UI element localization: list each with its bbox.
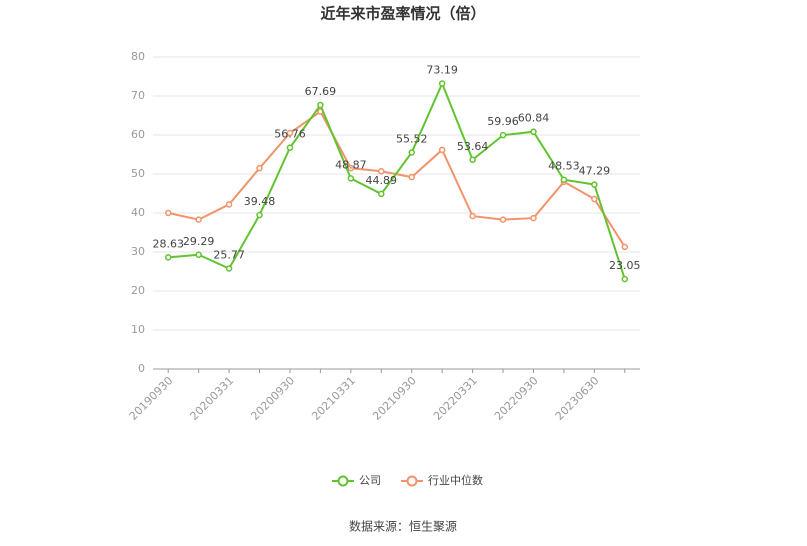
data-label: 25.77 [213, 248, 245, 261]
legend-label: 公司 [359, 474, 381, 487]
y-tick-label: 30 [131, 245, 145, 258]
x-tick-label: 20190930 [127, 374, 176, 423]
point [408, 149, 415, 156]
legend-marker [406, 475, 418, 487]
series-line [168, 80, 626, 280]
data-label: 29.29 [183, 235, 215, 248]
data-label: 48.53 [548, 160, 580, 173]
legend-marker [337, 475, 349, 487]
y-tick-label: 20 [131, 284, 145, 297]
data-label: 53.64 [457, 140, 489, 153]
point [195, 251, 202, 259]
y-tick-label: 50 [131, 167, 145, 180]
x-tick-label: 20200930 [248, 374, 297, 423]
y-tick-label: 60 [131, 128, 145, 141]
point [286, 129, 294, 137]
point [438, 80, 446, 87]
x-tick-label: 20200331 [188, 374, 237, 423]
point [530, 214, 537, 222]
x-tick-label: 20210930 [370, 374, 419, 423]
point [225, 265, 233, 272]
point [225, 201, 233, 208]
point [256, 211, 263, 219]
point [438, 146, 446, 154]
data-label: 55.52 [396, 132, 428, 145]
point [347, 175, 355, 182]
data-label: 60.84 [518, 112, 550, 125]
y-tick-label: 80 [131, 50, 145, 63]
data-label: 67.69 [305, 85, 337, 98]
point [499, 131, 507, 139]
data-label: 48.87 [335, 158, 367, 171]
point [591, 195, 598, 203]
point [286, 144, 294, 151]
data-label: 73.19 [426, 64, 458, 77]
point [621, 275, 629, 283]
data-label: 39.48 [244, 195, 276, 208]
point [164, 209, 172, 217]
x-tick-label: 20230630 [553, 374, 602, 423]
data-label: 23.05 [609, 259, 641, 272]
point [591, 181, 598, 188]
point [195, 216, 202, 223]
data-label: 44.89 [366, 174, 398, 187]
y-tick-label: 0 [138, 362, 145, 375]
legend-label: 行业中位数 [428, 473, 483, 487]
point [317, 101, 324, 109]
point [164, 254, 172, 261]
source: 数据来源：恒生聚源 [349, 519, 457, 534]
point [378, 168, 385, 175]
x-tick-label: 20210331 [309, 374, 358, 423]
x-tick-label: 20220331 [431, 374, 480, 423]
data-label: 56.76 [274, 128, 306, 141]
point [499, 216, 507, 223]
point [256, 164, 263, 172]
y-tick-label: 70 [131, 89, 145, 102]
data-label: 47.29 [579, 165, 611, 178]
data-label: 28.63 [152, 237, 184, 250]
x-tick-label: 20220930 [492, 374, 541, 423]
point [347, 164, 355, 172]
y-tick-label: 10 [131, 323, 145, 336]
point [408, 173, 415, 181]
point [378, 190, 385, 198]
point [560, 176, 568, 183]
point [530, 128, 537, 135]
data-label: 59.96 [487, 115, 519, 128]
point [469, 156, 476, 164]
point [621, 243, 629, 251]
point [469, 212, 476, 220]
chart-title: 近年来市盈率情况（倍） [320, 5, 485, 23]
y-tick-label: 40 [131, 206, 145, 219]
